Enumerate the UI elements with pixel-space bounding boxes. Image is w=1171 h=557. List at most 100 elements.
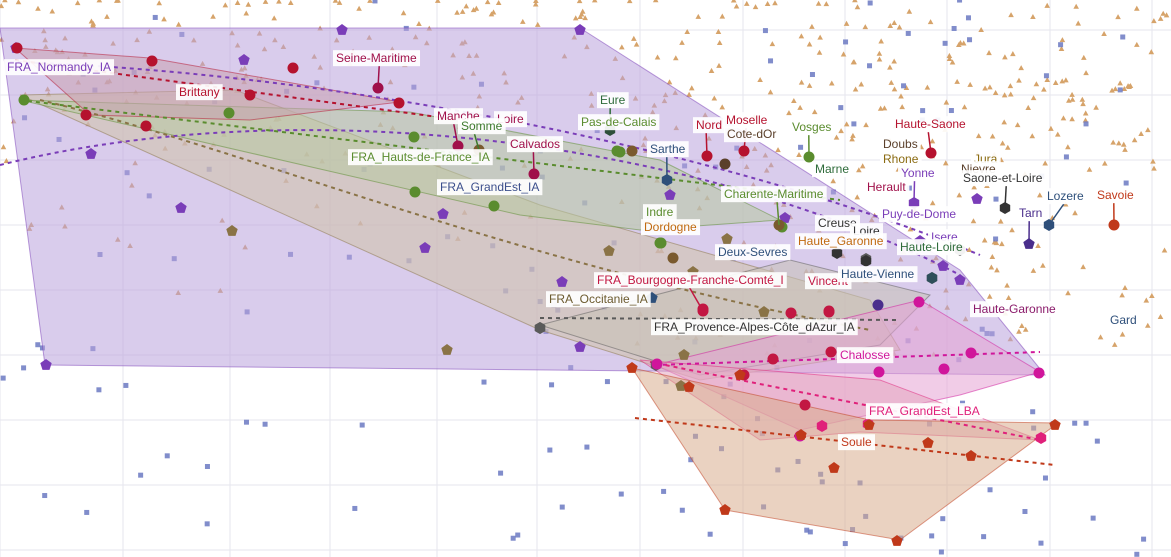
label-text: Vosges <box>792 120 831 134</box>
background-point <box>498 470 504 476</box>
label-text: Moselle <box>726 113 768 127</box>
background-point <box>287 0 294 5</box>
background-point <box>1120 141 1127 147</box>
background-point <box>1110 139 1116 145</box>
background-point <box>888 79 895 85</box>
label-background <box>723 112 771 129</box>
background-point <box>1126 84 1132 90</box>
background-point <box>927 19 934 25</box>
background-point <box>957 0 963 3</box>
background-point <box>877 105 884 111</box>
background-point <box>942 160 949 166</box>
background-point <box>887 22 894 28</box>
background-point <box>1063 154 1069 160</box>
background-point <box>156 0 163 6</box>
background-point <box>1052 79 1059 85</box>
point-fra-hauts-de-france-ia <box>409 186 421 198</box>
background-point <box>791 97 797 104</box>
point-isere <box>937 260 949 271</box>
background-point <box>961 104 968 110</box>
background-point <box>1150 158 1156 164</box>
background-point <box>1004 282 1010 288</box>
label-haute-loire: Haute-Loire <box>897 239 967 256</box>
background-point <box>488 11 495 17</box>
label-leader <box>927 131 932 154</box>
label-leader <box>532 151 535 175</box>
background-point <box>942 40 948 46</box>
background-point <box>949 59 956 65</box>
label-leader <box>1004 185 1007 209</box>
background-point <box>1102 160 1108 166</box>
background-point <box>1119 292 1125 298</box>
label-background <box>647 141 689 158</box>
background-point <box>1072 420 1078 426</box>
background-point <box>707 531 713 537</box>
point-brittany <box>287 62 299 74</box>
label-fra-hauts-de-france-ia: FRA_Hauts-de-France_IA <box>348 149 493 166</box>
point-brittany <box>80 109 92 121</box>
background-point <box>775 147 781 153</box>
background-point <box>3 158 10 164</box>
background-point <box>842 541 848 547</box>
point-fra-grandest-lba <box>816 420 828 432</box>
point-soule <box>734 369 746 380</box>
label-gard: Gard <box>1107 312 1140 329</box>
background-point <box>906 185 912 191</box>
background-point <box>786 110 792 116</box>
background-point <box>967 81 973 87</box>
background-point <box>336 0 343 5</box>
label-fra-grandest-lba: FRA_GrandEst_LBA <box>866 403 983 420</box>
label-background <box>960 170 1046 187</box>
background-point <box>940 516 946 522</box>
label-text: Soule <box>841 435 872 449</box>
label-text: Rhone <box>883 152 919 166</box>
point-soule <box>828 462 840 473</box>
background-point <box>123 382 129 388</box>
background-point <box>797 104 803 110</box>
label-doubs: Doubs <box>880 136 921 153</box>
background-point <box>459 8 466 14</box>
background-point <box>764 1 771 7</box>
point-fra-grandest-ia <box>441 344 453 355</box>
background-point <box>989 253 996 260</box>
label-background <box>176 84 223 101</box>
label-text: Pas-de-Calais <box>581 115 656 129</box>
point-chalosse <box>938 363 950 375</box>
background-point <box>970 218 977 224</box>
label-sarthe: Sarthe <box>647 141 689 181</box>
background-point <box>899 104 905 110</box>
label-background <box>724 126 780 143</box>
background-point <box>1030 267 1037 273</box>
label-indre: Indre <box>643 204 677 221</box>
label-background <box>458 118 506 135</box>
background-point <box>967 37 973 43</box>
background-point <box>804 527 810 533</box>
label-text: Haute-Loire <box>900 240 963 254</box>
background-point <box>619 44 625 50</box>
background-point <box>854 194 861 200</box>
label-background <box>348 149 493 166</box>
background-point <box>891 58 897 64</box>
background-point <box>719 13 726 19</box>
label-text: FRA_Provence-Alpes-Côte_dAzur_IA <box>654 320 855 334</box>
label-marne: Marne <box>812 161 853 178</box>
group-hulls <box>0 27 1060 541</box>
background-point <box>547 447 553 453</box>
trend-line-fra-grandest-ia <box>39 99 871 331</box>
label-background <box>597 92 629 109</box>
background-point <box>1151 165 1157 171</box>
label-yonne: Yonne <box>898 165 938 204</box>
background-point <box>1009 227 1015 233</box>
label-text: Sarthe <box>650 142 686 156</box>
point-fra-grandest-lba <box>1035 432 1047 444</box>
background-point <box>1157 313 1164 320</box>
background-point <box>1073 3 1079 9</box>
label-text: Somme <box>461 119 503 133</box>
background-point <box>1109 87 1115 93</box>
background-point <box>924 84 931 90</box>
label-somme: Somme <box>458 118 506 151</box>
background-point <box>965 15 971 21</box>
background-point <box>1044 76 1051 83</box>
background-point <box>986 293 993 299</box>
label-text: Deux-Sevres <box>718 245 787 259</box>
